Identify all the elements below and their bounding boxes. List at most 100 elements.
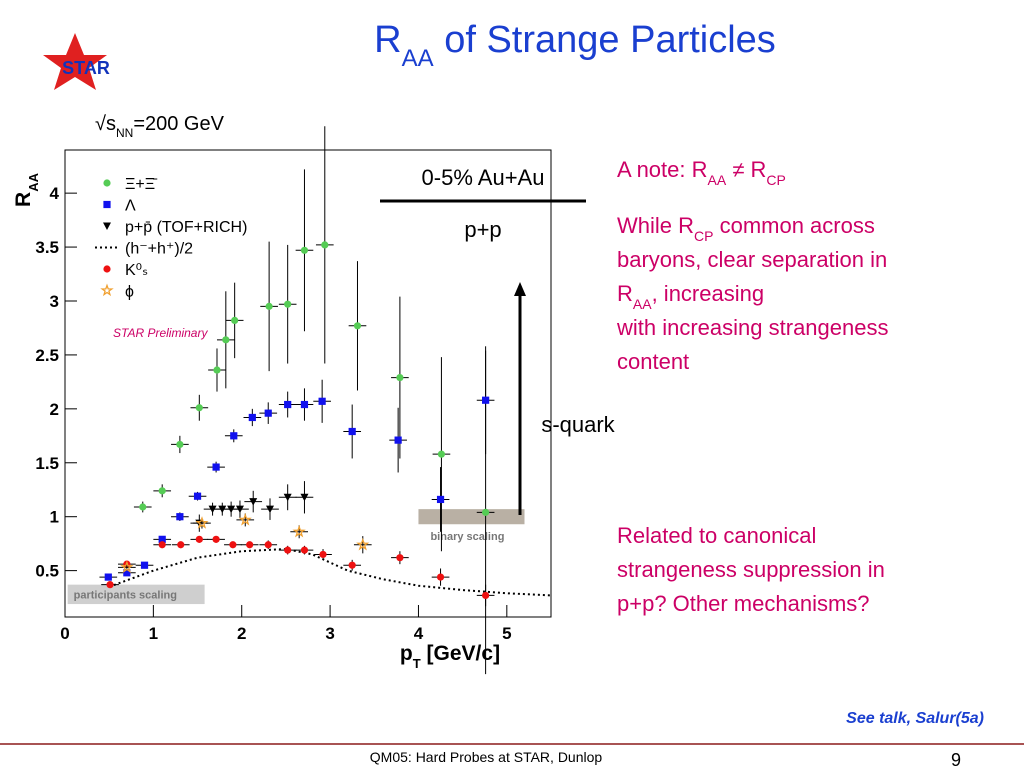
y-tick-label: 3 bbox=[50, 292, 59, 311]
point bbox=[231, 316, 239, 325]
text-run: ≠ R bbox=[726, 157, 766, 182]
point bbox=[176, 440, 184, 449]
point bbox=[284, 546, 292, 554]
note-line: Related to canonical bbox=[617, 523, 816, 548]
point bbox=[106, 581, 114, 589]
subscript: CP bbox=[694, 228, 713, 244]
text-run: =200 GeV bbox=[133, 113, 224, 135]
point bbox=[158, 541, 166, 549]
y-tick-label: 4 bbox=[50, 184, 60, 203]
note-line: RAA, increasing bbox=[617, 281, 764, 312]
point bbox=[158, 535, 166, 543]
x-tick-label: 0 bbox=[60, 624, 69, 643]
point bbox=[246, 541, 254, 549]
point bbox=[212, 463, 220, 471]
reference-curve bbox=[108, 548, 552, 597]
scaling-band bbox=[67, 584, 205, 605]
text-run: common across bbox=[713, 213, 874, 238]
point bbox=[300, 246, 309, 254]
point bbox=[292, 524, 306, 538]
y-tick-label: 2 bbox=[50, 400, 59, 419]
point bbox=[120, 560, 134, 573]
x-tick-label: 3 bbox=[325, 624, 334, 643]
energy-label: √sNN=200 GeV bbox=[95, 113, 225, 140]
annotation: 0-5% Au+Au bbox=[422, 165, 545, 190]
text-run: p+p? Other mechanisms? bbox=[617, 591, 870, 616]
text-run: p bbox=[400, 642, 413, 665]
note-line: p+p? Other mechanisms? bbox=[617, 591, 870, 616]
legend-swatch bbox=[103, 265, 111, 273]
point bbox=[356, 537, 370, 551]
text-run: While R bbox=[617, 213, 694, 238]
point bbox=[177, 541, 185, 549]
annotation: STAR Preliminary bbox=[113, 326, 208, 340]
y-tick-label: 1 bbox=[50, 508, 59, 527]
point bbox=[140, 561, 149, 569]
point bbox=[213, 366, 221, 374]
legend-label: K⁰ₛ bbox=[125, 262, 148, 279]
point bbox=[123, 569, 131, 577]
point bbox=[396, 554, 404, 562]
x-tick-label: 2 bbox=[237, 624, 246, 643]
point bbox=[482, 591, 490, 600]
point bbox=[248, 413, 256, 422]
plot-frame bbox=[64, 149, 552, 618]
arrow-head bbox=[514, 282, 526, 296]
y-axis-label: RAA bbox=[12, 172, 41, 207]
subscript: T bbox=[413, 656, 421, 671]
subscript: AA bbox=[402, 45, 434, 72]
note-line: with increasing strangeness bbox=[616, 315, 888, 340]
point bbox=[195, 516, 209, 529]
point bbox=[208, 505, 217, 514]
legend-swatch bbox=[103, 179, 111, 187]
point bbox=[265, 302, 273, 310]
text-run: A note: R bbox=[617, 157, 708, 182]
point bbox=[396, 373, 404, 382]
point bbox=[195, 404, 203, 412]
point bbox=[482, 396, 490, 404]
x-tick-label: 4 bbox=[414, 624, 424, 643]
point bbox=[319, 550, 327, 559]
legend-swatch bbox=[100, 283, 114, 297]
point bbox=[238, 512, 252, 526]
point bbox=[348, 561, 356, 569]
legend-label: (h⁻+h⁺)/2 bbox=[125, 241, 193, 258]
point bbox=[394, 436, 402, 444]
y-tick-label: 0.5 bbox=[35, 562, 59, 581]
point bbox=[249, 498, 258, 506]
scaling-band bbox=[418, 509, 525, 525]
note-line: baryons, clear separation in bbox=[617, 247, 887, 272]
x-tick-label: 5 bbox=[502, 624, 511, 643]
y-tick-label: 3.5 bbox=[35, 238, 59, 257]
text-run: R bbox=[617, 281, 633, 306]
point bbox=[235, 505, 244, 514]
footer-caption: QM05: Hard Probes at STAR, Dunlop bbox=[370, 749, 603, 765]
subscript: NN bbox=[116, 126, 133, 140]
x-tick-label: 1 bbox=[149, 624, 158, 643]
text-run: R bbox=[374, 19, 401, 61]
text-run: of Strange Particles bbox=[434, 19, 776, 61]
note-line: strangeness suppression in bbox=[617, 557, 885, 582]
annotation: s-quark bbox=[541, 412, 615, 437]
point bbox=[264, 541, 272, 549]
point bbox=[222, 336, 230, 344]
legend-swatch bbox=[103, 222, 111, 230]
subscript: CP bbox=[766, 172, 785, 188]
point bbox=[212, 535, 220, 543]
band-label: participants scaling bbox=[74, 589, 177, 601]
point bbox=[284, 300, 292, 308]
subscript: AA bbox=[708, 172, 727, 188]
subscript: AA bbox=[26, 172, 41, 191]
point bbox=[104, 573, 112, 581]
point bbox=[176, 513, 184, 521]
text-run: content bbox=[617, 349, 689, 374]
subscript: AA bbox=[633, 296, 652, 312]
point bbox=[353, 322, 362, 330]
legend: Ξ+Ξ̄ Λp+p̄ (TOF+RICH) (h⁻+h⁺)/2 K⁰ₛ ϕ bbox=[95, 176, 247, 301]
text-run: √s bbox=[95, 113, 116, 135]
point bbox=[193, 492, 202, 500]
text-run: , increasing bbox=[652, 281, 765, 306]
